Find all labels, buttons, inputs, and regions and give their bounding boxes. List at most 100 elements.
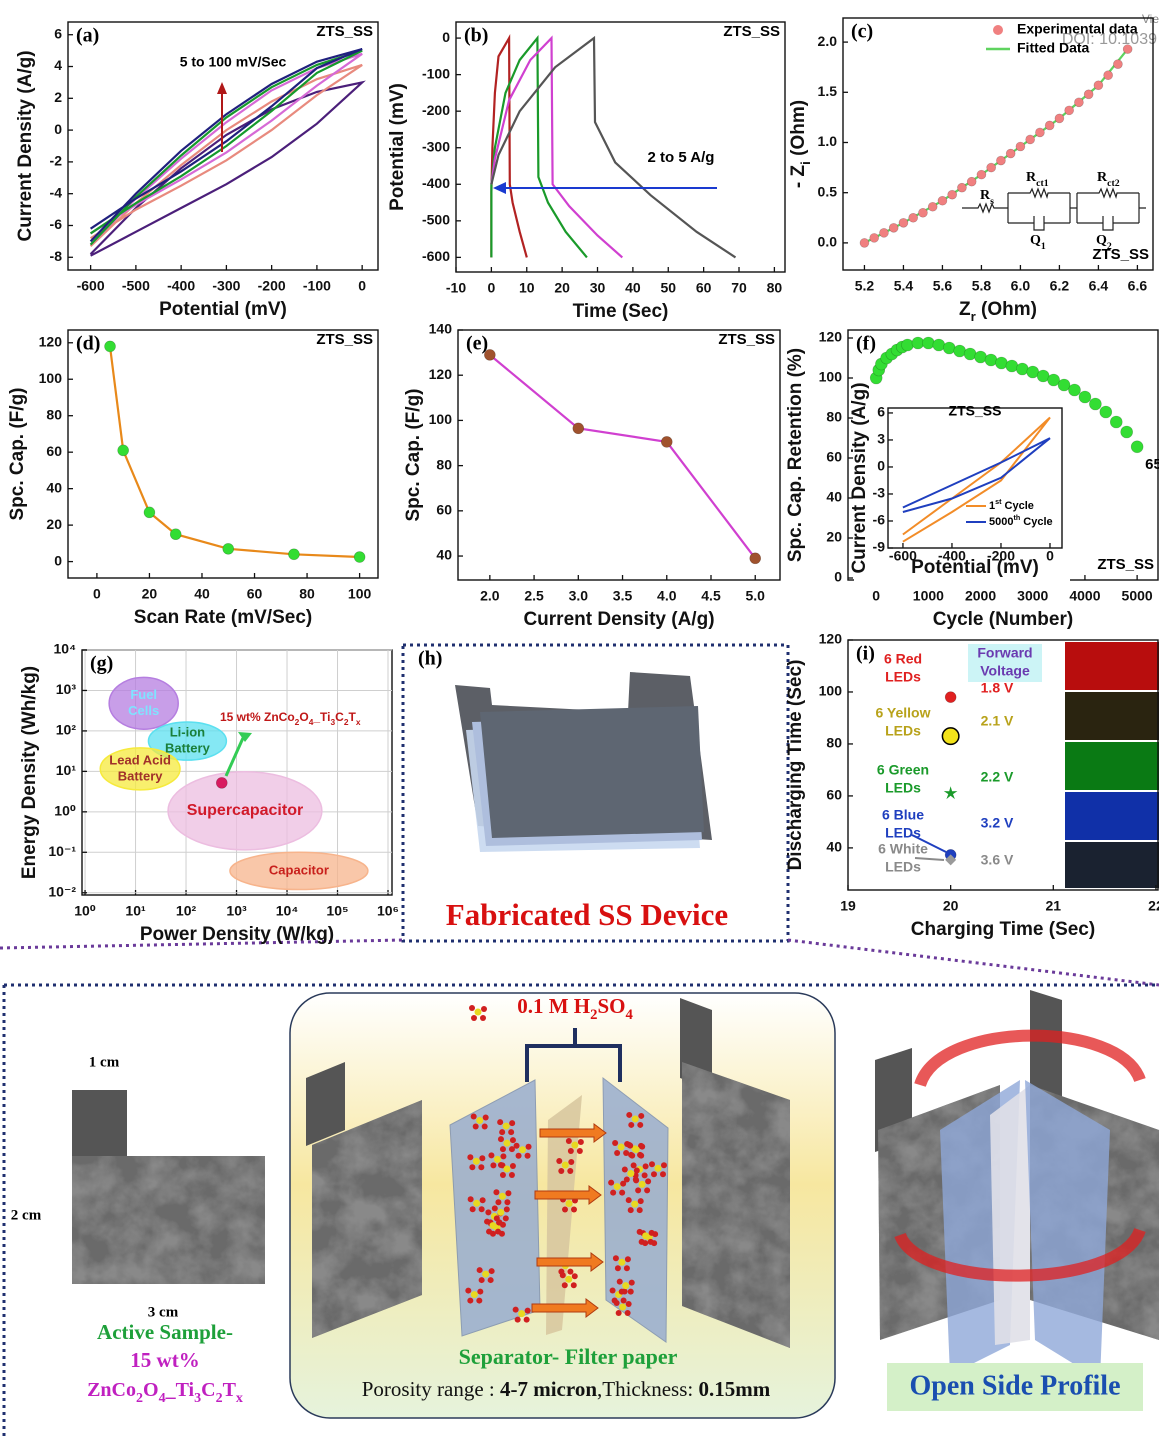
series-label: LEDs <box>885 669 921 685</box>
marker <box>288 548 300 561</box>
dimension-label: 2 cm <box>11 1207 42 1223</box>
marker <box>1074 97 1084 108</box>
led-photo-white <box>1065 842 1159 888</box>
atom <box>612 1140 619 1147</box>
x-tick-label: 10⁶ <box>377 903 399 919</box>
marker <box>984 353 998 367</box>
y-tick-label: 60 <box>436 502 452 518</box>
panel-label: (f) <box>856 333 876 355</box>
atom <box>508 1171 515 1178</box>
x-tick-label: 0 <box>93 586 101 602</box>
series-label: LEDs <box>885 859 921 875</box>
molecule <box>497 1136 516 1153</box>
y-axis-label: Energy Density (Wh/kg) <box>19 666 40 879</box>
atom <box>637 1121 644 1128</box>
series-line <box>89 49 363 246</box>
x-tick-label: 50 <box>660 280 676 296</box>
plot-frame <box>457 329 781 581</box>
atom <box>499 1146 506 1153</box>
atom <box>497 1136 504 1143</box>
atom <box>509 1120 516 1127</box>
sem-image <box>72 1156 265 1284</box>
atom <box>611 1297 618 1304</box>
atom <box>479 1155 486 1162</box>
x-tick-label: 6.6 <box>1128 278 1148 294</box>
series-label: LEDs <box>885 723 921 739</box>
atom <box>570 1282 577 1289</box>
molecule <box>469 1005 487 1021</box>
chart: 10⁰ 10¹ 10² 10³ 10⁴ 10⁵ 10⁶ 10⁻² 10⁻¹ 10⁰ 10¹ 10² 10… <box>19 641 399 945</box>
atom <box>496 1219 503 1226</box>
y-tick-label: 40 <box>436 547 452 563</box>
marker <box>1122 44 1133 54</box>
atom <box>476 1297 483 1304</box>
y-tick-label: -300 <box>422 138 450 154</box>
text-part: i <box>798 161 813 165</box>
atom <box>660 1162 667 1169</box>
y-tick-label: 4 <box>54 57 62 73</box>
y-tick-label: 40 <box>826 839 842 855</box>
atom <box>608 1179 615 1186</box>
atom <box>491 1205 498 1212</box>
y-tick-label: -100 <box>422 65 450 81</box>
marker <box>1120 425 1133 439</box>
molecule <box>612 1255 631 1272</box>
text-part: 1 <box>989 500 995 512</box>
atom <box>632 1146 640 1154</box>
marker <box>1025 134 1035 145</box>
y-tick-label: 120 <box>819 329 843 345</box>
y-axis-label: Spc. Cap. Retention (%) <box>785 348 806 562</box>
atom <box>519 1146 527 1154</box>
text-part: ,Thickness: <box>597 1377 698 1401</box>
atom <box>571 1206 578 1213</box>
y-tick-label: -9 <box>873 539 886 555</box>
atom <box>636 1207 643 1214</box>
marker <box>927 201 938 212</box>
x-tick-label: 20 <box>554 280 570 296</box>
y-tick-label: -400 <box>422 175 450 191</box>
sample-name: ZnCo2O4_Ti3C2Tx <box>87 1379 243 1406</box>
x-tick-label: 6.4 <box>1089 278 1109 294</box>
chart: -600 -400 -200 0 -9 -6 -3 0 3 6 Potential (mV) Curr… <box>849 382 1070 582</box>
dimension-label: 1 cm <box>89 1054 120 1070</box>
marker <box>943 786 958 800</box>
annotation-arrowhead <box>493 182 506 194</box>
marker <box>869 233 879 243</box>
y-tick-label: 0.0 <box>818 234 838 250</box>
plot-frame <box>67 329 379 579</box>
legend-title: Forward <box>977 645 1032 661</box>
atom <box>631 1115 639 1123</box>
separator <box>546 1095 582 1335</box>
tag: ZTS_SS <box>1097 556 1154 573</box>
atom <box>513 1142 520 1149</box>
molecule <box>636 1228 655 1245</box>
atom <box>630 1162 637 1169</box>
electrolyte-label: 0.1 M H2SO4 <box>517 994 633 1024</box>
molecule <box>476 1267 495 1284</box>
x-tick-label: -400 <box>167 278 195 294</box>
marker <box>942 341 956 355</box>
text-part: Cycle <box>1001 500 1033 512</box>
atom <box>470 1113 477 1120</box>
marker <box>941 727 960 746</box>
atom <box>502 1122 510 1130</box>
y-tick-label: 100 <box>429 411 453 427</box>
marker <box>169 528 182 541</box>
marker <box>918 207 928 218</box>
marker <box>879 228 889 238</box>
plot-frame <box>847 639 1159 891</box>
atom <box>623 1150 630 1157</box>
atom <box>469 1164 476 1171</box>
marker <box>1064 105 1074 116</box>
atom <box>469 1206 476 1213</box>
annotation-arrowhead <box>217 82 227 94</box>
x-tick-label: 40 <box>194 586 210 602</box>
x-tick-label: -600 <box>889 548 917 564</box>
atom <box>628 1279 635 1286</box>
panel-label: (i) <box>856 643 875 665</box>
text-part: Z <box>959 299 971 320</box>
marker <box>932 338 946 352</box>
sample-title: Active Sample- <box>97 1320 233 1344</box>
y-tick-label: 0 <box>877 458 885 474</box>
atom <box>625 1300 632 1307</box>
